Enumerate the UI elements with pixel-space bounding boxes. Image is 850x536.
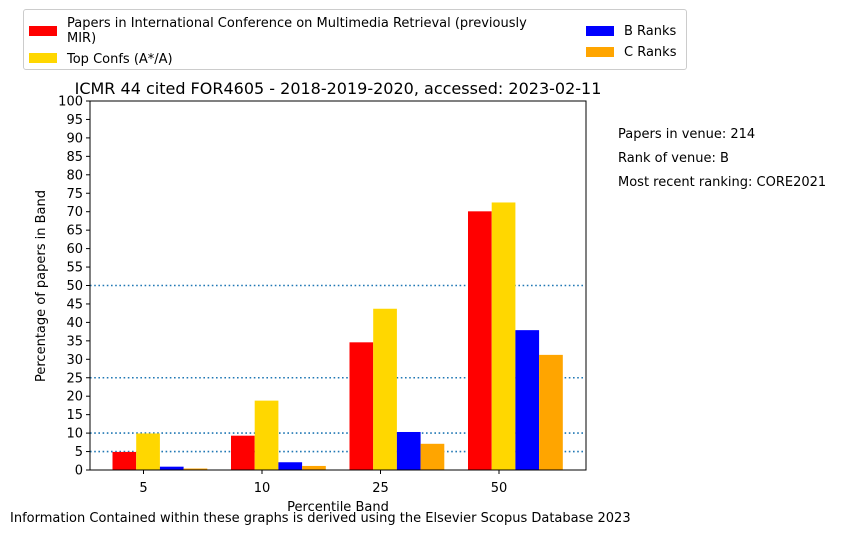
bar-top-50 [491,202,516,470]
bar-top-5 [136,433,160,470]
legend-label-series-0: Papers in International Conference on Mu… [67,16,527,46]
y-tick-label: 75 [66,187,83,202]
legend-label-series-0-line2: MIR) [67,31,97,46]
bar-papers-25 [349,342,374,470]
bar-top-25 [373,308,397,470]
bar-b-5 [159,466,184,470]
x-axis: 5 10 25 50 [139,470,507,496]
y-tick-label: 35 [66,334,83,349]
bar-b-50 [515,330,540,470]
bar-c-10 [302,465,326,470]
y-tick-label: 30 [66,353,83,368]
y-tick-label: 45 [66,297,83,312]
legend: Papers in International Conference on Mu… [23,9,687,70]
y-tick-label: 20 [66,390,83,405]
y-tick-label: 70 [66,205,83,220]
data-source-footer: Information Contained within these graph… [10,511,631,526]
y-tick-label: 80 [66,168,83,183]
bar-top-10 [254,400,279,470]
x-tick-label: 5 [139,481,147,496]
reference-lines [90,284,586,453]
y-tick-label: 25 [66,371,83,386]
y-tick-label: 15 [66,408,83,423]
bar-b-25 [396,431,421,470]
y-tick-label: 95 [66,113,83,128]
bar-c-50 [539,354,563,470]
x-tick-label: 10 [254,481,271,496]
legend-swatch-series-3 [586,47,614,57]
y-tick-label: 60 [66,242,83,257]
bar-papers-5 [112,451,137,470]
legend-label-series-3: C Ranks [624,45,677,60]
recent-ranking-note: Most recent ranking: CORE2021 [618,175,827,190]
y-tick-label: 50 [66,279,83,294]
bars-group [112,202,563,470]
rank-of-venue-note: Rank of venue: B [618,151,729,166]
y-tick-label: 10 [66,427,83,442]
legend-swatch-series-2 [586,26,614,36]
y-tick-label: 100 [58,95,83,110]
y-tick-label: 90 [66,131,83,146]
legend-swatch-series-1 [29,53,57,63]
x-tick-label: 25 [372,481,389,496]
bar-b-10 [278,462,303,470]
bar-c-5 [183,468,208,470]
y-tick-label: 0 [75,464,83,479]
x-tick-label: 50 [491,481,508,496]
chart-title: ICMR 44 cited FOR4605 - 2018-2019-2020, … [75,79,602,98]
y-axis-label: Percentage of papers in Band [34,190,49,382]
y-tick-label: 5 [75,445,83,460]
x-axis-label: Percentile Band [287,500,389,515]
legend-label-series-1: Top Confs (A*/A) [67,52,173,67]
legend-label-series-0-line1: Papers in International Conference on Mu… [67,16,527,31]
y-tick-label: 85 [66,150,83,165]
bar-papers-50 [468,211,492,470]
y-axis: 0 5 10 15 20 25 30 35 40 45 50 55 60 65 70 75 80 85 90 95 10… [58,95,90,479]
bar-c-25 [420,443,445,470]
y-tick-label: 55 [66,261,83,276]
bar-papers-10 [231,435,255,470]
legend-label-series-2: B Ranks [624,24,677,39]
legend-swatch-series-0 [29,26,57,36]
y-tick-label: 40 [66,316,83,331]
papers-in-venue-note: Papers in venue: 214 [618,127,756,142]
y-tick-label: 65 [66,224,83,239]
